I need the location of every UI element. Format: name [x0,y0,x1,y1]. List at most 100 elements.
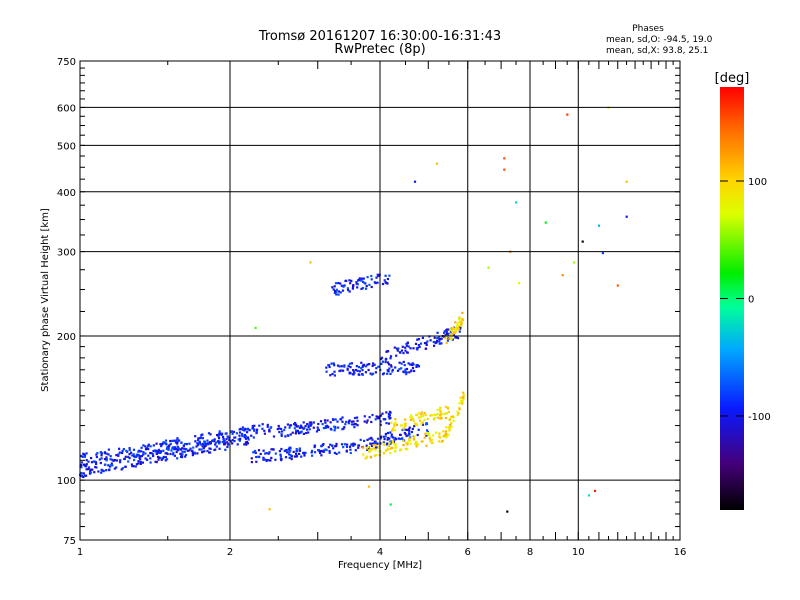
echo-point [362,364,365,367]
echo-point [184,455,187,458]
echo-point [415,445,418,448]
echo-point [394,443,397,446]
echo-point [328,450,331,453]
echo-point [444,337,447,340]
echo-point [374,449,377,452]
echo-point [246,431,249,434]
echo-point [137,462,140,465]
echo-point [144,452,147,455]
echo-point [388,414,391,417]
echo-point [157,450,160,453]
echo-point [262,449,265,452]
echo-point [255,455,258,459]
echo-point [456,324,459,327]
echo-point [181,453,184,456]
echo-point [186,449,189,452]
echo-point [309,261,312,264]
echo-point [290,455,293,458]
echo-point [310,421,313,424]
echo-point [361,373,364,376]
echo-point [457,412,460,415]
echo-point [327,426,330,429]
echo-point [438,337,441,340]
echo-point [120,468,123,471]
echo-point [384,281,388,284]
echo-point [82,452,85,455]
echo-point [266,425,269,428]
echo-point [244,437,247,440]
echo-point [352,442,355,445]
echo-point [361,369,364,372]
echo-point [108,469,111,472]
echo-point [161,457,165,460]
echo-point [246,442,249,445]
echo-point [203,442,206,446]
echo-point [183,450,186,453]
echo-point [331,372,334,376]
legend-line-x: mean, sd,X: 93.8, 25.1 [606,46,708,56]
echo-point [421,336,424,339]
echo-point [237,438,240,441]
echo-point [254,449,257,453]
echo-point [335,442,338,445]
echo-point [384,435,387,438]
echo-point [373,442,376,445]
echo-point [404,433,407,436]
echo-point [202,447,205,450]
echo-point [244,427,247,431]
echo-point [223,443,226,446]
echo-point [348,279,351,282]
echo-point [451,328,454,331]
echo-point [426,432,429,435]
echo-point [389,357,392,360]
echo-point [411,427,414,430]
echo-point [375,454,378,457]
echo-point [307,424,310,427]
echo-point [365,365,368,368]
echo-point [140,455,143,458]
echo-point [362,446,365,449]
echo-point [274,458,277,461]
echo-point [164,442,167,445]
echo-point [278,427,281,430]
echo-point [85,463,88,466]
echo-point [597,224,601,227]
echo-point [388,410,391,413]
echo-point [142,451,145,454]
echo-point [307,425,310,429]
echo-point [335,293,338,296]
echo-point [224,432,227,435]
echo-point [294,432,297,435]
echo-point [252,451,255,454]
echo-point [164,439,168,442]
echo-point [414,342,418,345]
echo-point [412,347,415,350]
echo-point [318,450,321,453]
echo-point [218,447,221,450]
echo-point [356,416,359,419]
echo-point [439,406,442,409]
echo-point [329,443,332,446]
echo-point [80,471,83,475]
echo-point [216,434,219,437]
echo-point [304,424,307,428]
echo-point [398,361,401,364]
echo-point [360,287,363,290]
echo-point [117,453,120,456]
echo-point [295,450,298,453]
x-tick-label: 2 [227,547,233,558]
echo-point [142,453,145,456]
echo-point [81,474,84,477]
echo-point [439,436,442,439]
echo-point [268,508,271,511]
echo-point [418,419,422,422]
echo-point [337,426,340,429]
echo-point [408,439,411,442]
echo-point [409,416,412,419]
echo-point [289,424,292,427]
echo-point [293,427,296,430]
echo-point [382,442,385,445]
echo-point [372,447,375,450]
echo-point [245,443,248,446]
echo-point [333,374,336,377]
